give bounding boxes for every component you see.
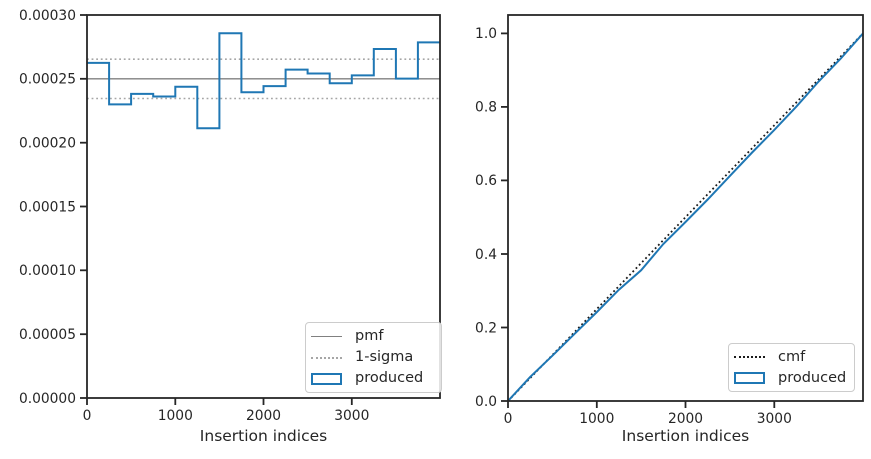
right-produced-line [507, 32, 864, 402]
right-x-tick-label: 3000 [757, 411, 792, 427]
right-x-tick-label: 2000 [668, 411, 703, 427]
right-y-tick-label: 0.2 [475, 320, 497, 336]
right-y-tick-label: 0.6 [475, 173, 497, 189]
left-y-tick-label: 0.00015 [19, 199, 76, 215]
legend-entry-1-sigma: 1-sigma [311, 350, 433, 365]
left-x-tick-label: 0 [83, 408, 92, 424]
right-y-tick-label: 0.8 [475, 100, 497, 116]
left-y-tick-label: 0.00005 [19, 327, 76, 343]
legend-label-cmf: cmf [778, 349, 806, 365]
produced-rect-swatch [734, 371, 765, 384]
right-y-tick-label: 0.4 [475, 247, 497, 263]
left-y-tick-label: 0.00020 [19, 136, 76, 152]
left-y-tick-label: 0.00025 [19, 72, 76, 88]
left-produced-steps [87, 32, 440, 130]
left-y-tick-label: 0.00010 [19, 263, 76, 279]
right-y-tick-label: 1.0 [475, 26, 497, 42]
right-x-tick-label: 0 [504, 411, 513, 427]
legend-label-1-sigma: 1-sigma [355, 349, 414, 366]
cmf-dotted-line-swatch [734, 356, 765, 359]
right-y-tick-label: 0.0 [475, 394, 497, 410]
left-legend: pmf 1-sigma produced [305, 322, 442, 393]
left-x-tick-label: 1000 [158, 408, 193, 424]
right-xaxis-label: Insertion indices [621, 427, 750, 445]
legend-label-produced-right: produced [778, 369, 847, 386]
produced-rect-swatch [311, 372, 342, 385]
left-y-tick-label: 0.00030 [19, 8, 76, 24]
right-x-tick-label: 1000 [579, 411, 614, 427]
legend-label-pmf: pmf [355, 328, 384, 345]
pmf-line-swatch [311, 336, 342, 337]
right-legend: cmf produced [728, 343, 855, 392]
legend-entry-produced-right: produced [734, 369, 847, 386]
left-y-tick-label: 0.00000 [19, 391, 76, 407]
legend-entry-produced-left: produced [311, 371, 433, 386]
legend-entry-cmf: cmf [734, 350, 846, 365]
sigma-dotted-line-swatch [311, 356, 342, 359]
legend-entry-pmf: pmf [311, 329, 433, 344]
legend-label-produced-left: produced [355, 370, 424, 387]
left-x-tick-label: 3000 [334, 408, 369, 424]
left-x-tick-label: 2000 [246, 408, 281, 424]
left-xaxis-label: Insertion indices [199, 427, 328, 445]
